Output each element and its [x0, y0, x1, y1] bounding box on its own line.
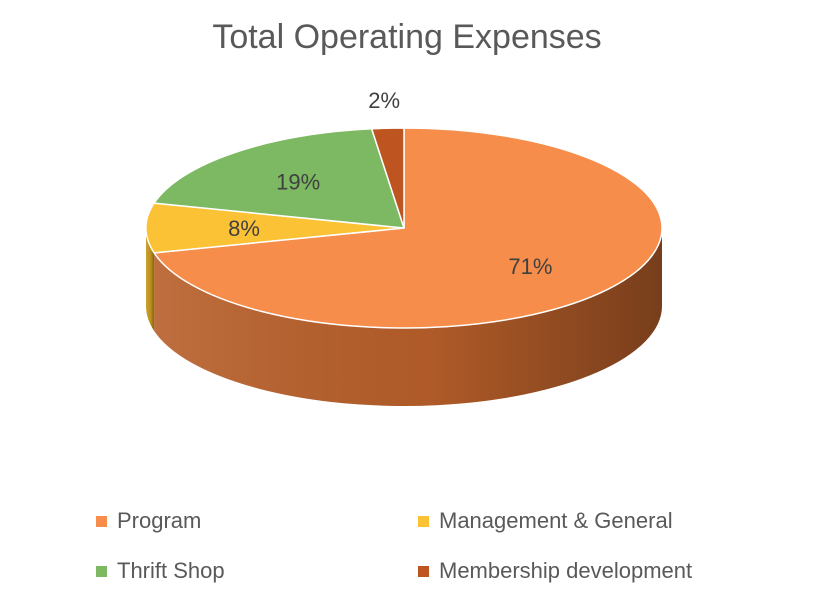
legend: Program Management & General Thrift Shop Me… [0, 500, 814, 600]
pie-side-shade-program [154, 228, 663, 406]
data-label-membership-development: 2% [368, 88, 400, 113]
legend-item-management-and-general: Management & General [418, 508, 673, 534]
pie-sides [146, 228, 663, 406]
pie-slice-thrift-shop [153, 128, 405, 229]
data-label-thrift-shop: 19% [276, 170, 320, 195]
legend-swatch [96, 565, 107, 577]
data-label-program: 71% [508, 254, 552, 279]
legend-swatch [96, 515, 107, 527]
legend-item-membership-development: Membership development [418, 558, 692, 584]
pie-labels: 71% 8% 19% 2% [228, 88, 552, 279]
pie-slice-membership-development [370, 127, 405, 229]
pie-side-shade-management-and-general [146, 228, 155, 331]
data-label-management-and-general: 8% [228, 216, 260, 241]
legend-swatch [418, 515, 429, 527]
pie-tops [145, 127, 663, 329]
legend-label: Management & General [439, 508, 673, 533]
legend-item-program: Program [96, 508, 201, 534]
chart-title: Total Operating Expenses [212, 18, 602, 56]
legend-label: Thrift Shop [117, 558, 225, 583]
pie-slice-program [153, 127, 663, 329]
pie-slice-management-and-general [145, 202, 405, 254]
legend-label: Program [117, 508, 202, 533]
legend-swatch [418, 565, 429, 577]
legend-item-thrift-shop: Thrift Shop [96, 558, 225, 584]
pie-chart: 71% 8% 19% 2% [145, 88, 663, 406]
legend-label: Membership development [439, 558, 693, 583]
